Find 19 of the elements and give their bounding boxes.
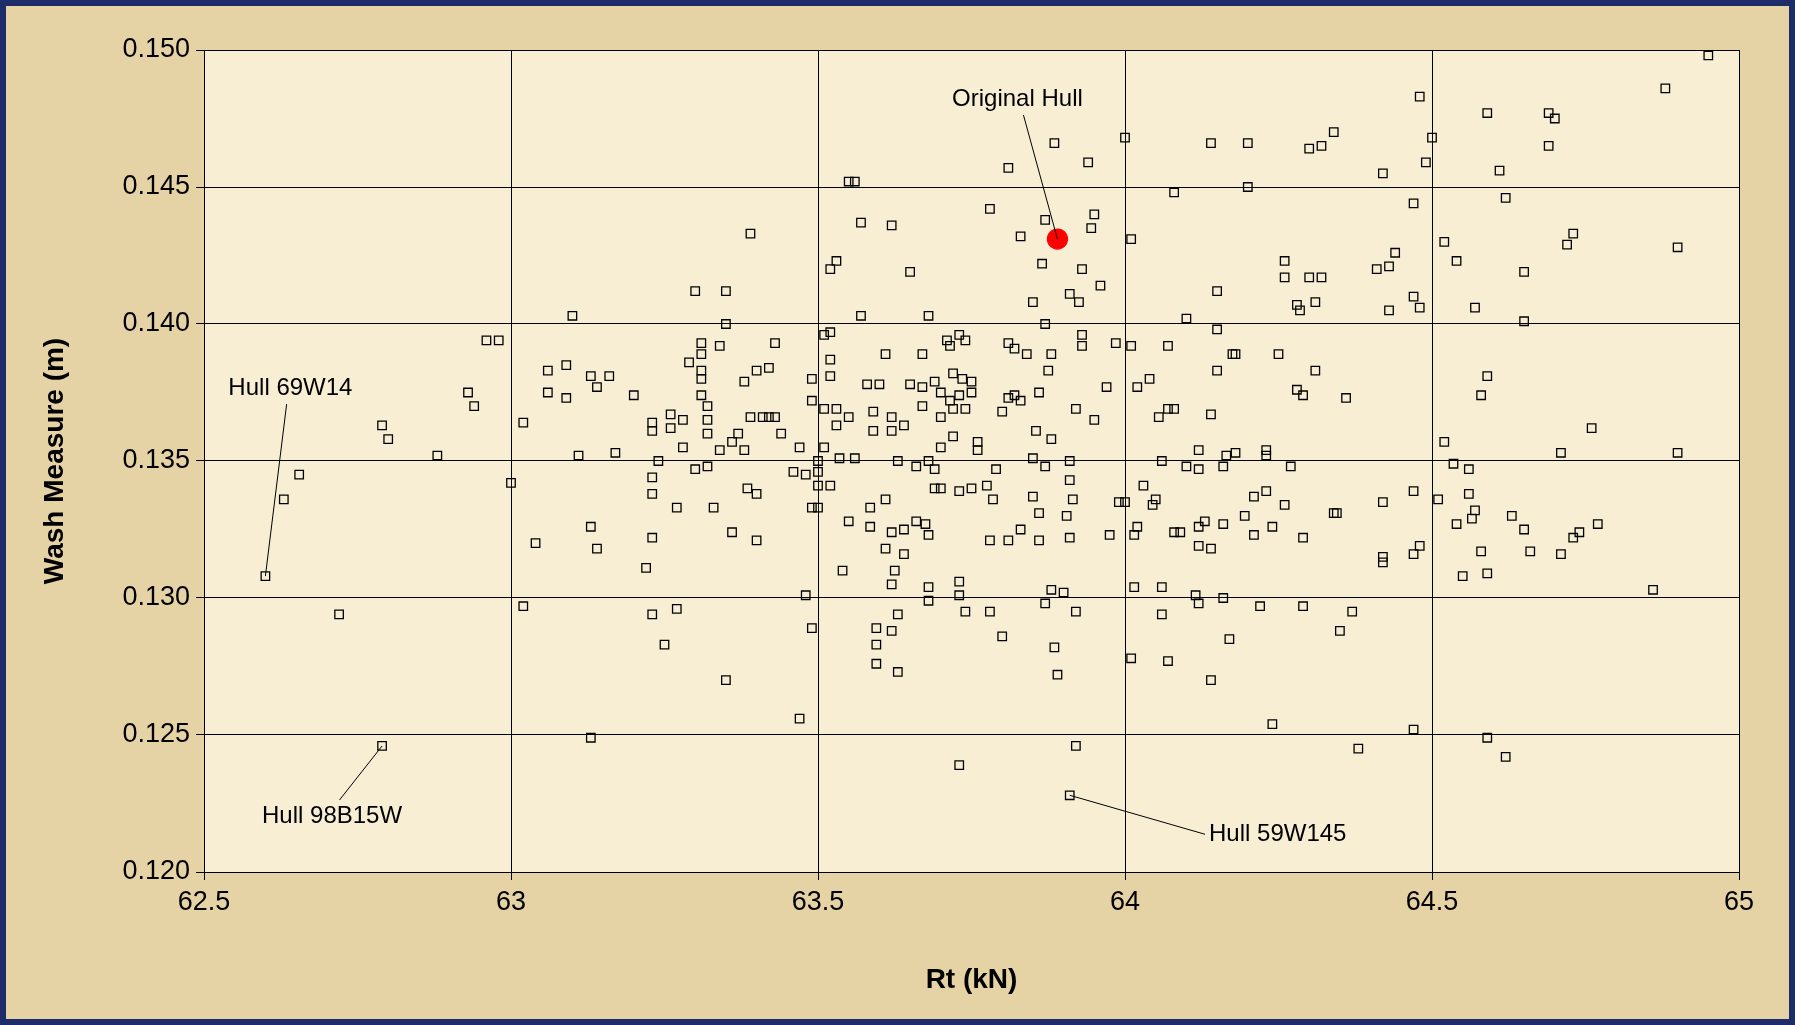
y-tick-label: 0.130 (122, 581, 190, 612)
x-tick-label: 64.5 (1405, 885, 1459, 916)
annotation: Hull 98B15W (262, 800, 403, 828)
x-tick-label: 63 (495, 885, 527, 916)
y-tick-label: 0.140 (122, 307, 190, 338)
annotation: Hull 69W14 (228, 372, 353, 400)
x-tick-label: 64 (1109, 885, 1141, 916)
y-tick-label: 0.125 (122, 718, 190, 749)
x-tick-label: 65 (1723, 885, 1755, 916)
x-tick-label: 63.5 (791, 885, 845, 916)
y-tick-label: 0.135 (122, 444, 190, 475)
x-axis-title: Rt (kN) (925, 962, 1018, 994)
y-tick-label: 0.145 (122, 170, 190, 201)
x-tick-label: 62.5 (177, 885, 231, 916)
y-axis-title: Wash Measure (m) (37, 337, 69, 585)
y-tick-label: 0.120 (122, 855, 190, 886)
annotation: Hull 59W145 (1209, 818, 1347, 846)
annotation: Original Hull (952, 83, 1083, 111)
y-tick-label: 0.150 (122, 33, 190, 64)
